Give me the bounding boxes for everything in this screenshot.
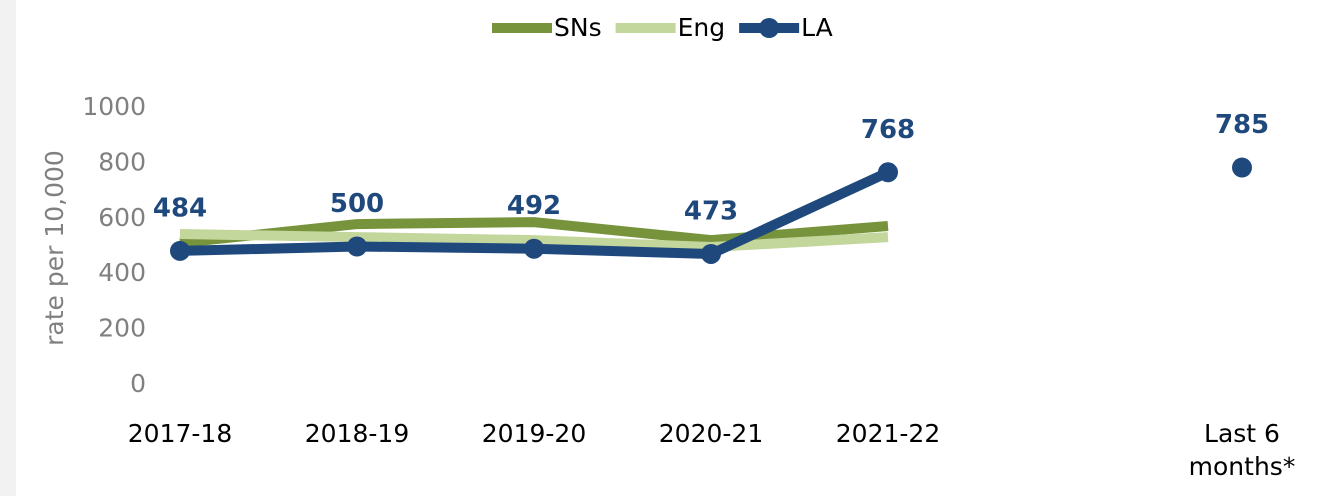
data-label: 492 [507,191,561,221]
x-tick-label: 2018-19 [304,419,410,448]
data-label: 500 [330,189,384,219]
data-label: 484 [153,193,207,223]
y-tick-label: 800 [98,147,146,176]
legend-label: SNs [554,13,602,42]
x-tick-label: 2017-18 [127,419,233,448]
data-label: 473 [684,196,738,226]
legend-label: Eng [678,13,726,42]
marker [524,238,544,259]
y-tick-label: 400 [98,258,146,287]
y-tick-label: 200 [98,314,146,343]
x-tick-label: 2020-21 [658,419,764,448]
y-tick-label: 0 [130,369,146,398]
marker [170,240,190,261]
series-line [179,217,889,248]
x-tick-label: 2019-20 [481,419,587,448]
x-tick-label: 2021-22 [835,419,941,448]
legend-label: LA [801,13,833,42]
legend-marker [759,18,780,38]
marker [347,236,367,257]
data-label: 785 [1215,110,1269,140]
y-axis-label: rate per 10,000 [40,150,69,346]
y-tick-label: 1000 [82,92,146,121]
side-strip [0,0,16,496]
y-tick-label: 600 [98,203,146,232]
data-label: 768 [861,115,915,145]
marker [878,162,898,183]
marker [1232,157,1252,178]
x-tick-label: Last 6 months* [1188,419,1296,481]
marker [701,243,721,264]
